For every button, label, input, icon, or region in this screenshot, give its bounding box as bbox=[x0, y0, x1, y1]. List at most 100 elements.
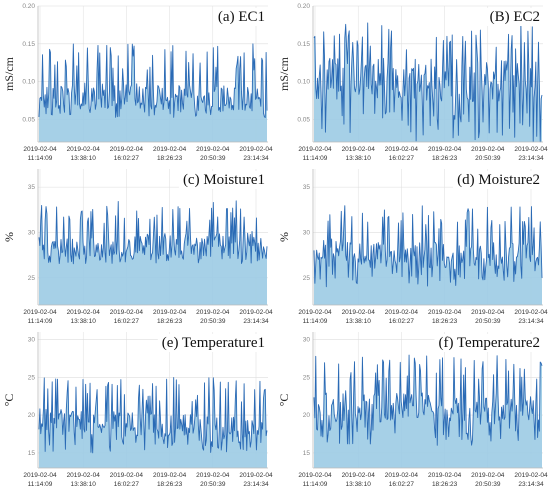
x-tick-time: 23:14:34 bbox=[243, 481, 269, 488]
x-tick-date: 2019-02-04 bbox=[514, 472, 548, 479]
x-tick-time: 13:38:10 bbox=[346, 318, 372, 325]
chart-svg: 30 25 20 15 2019-02-04 11:14:09 2019-02-04 13:3… bbox=[2, 332, 273, 488]
x-tick-date: 2019-02-04 bbox=[23, 146, 57, 153]
x-tick-date: 2019-02-04 bbox=[342, 146, 376, 153]
x-tick-date: 2019-02-04 bbox=[342, 309, 376, 316]
x-tick-time: 20:50:39 bbox=[475, 318, 501, 325]
x-tick-date: 2019-02-04 bbox=[239, 309, 273, 316]
y-tick-label: 30 bbox=[28, 337, 36, 344]
x-tick-time: 13:38:10 bbox=[346, 155, 372, 162]
panel-ec2: 0.20 0.15 0.10 0.05 2019-02-04 11:14:09 2019-0… bbox=[275, 0, 550, 163]
y-tick-label: 25 bbox=[303, 275, 311, 282]
chart-svg: 35 30 25 2019-02-04 11:14:09 2019-02-04 13:38:… bbox=[2, 169, 273, 325]
x-tick-date: 2019-02-04 bbox=[153, 472, 187, 479]
series-area bbox=[39, 200, 267, 305]
x-tick-time: 16:02:27 bbox=[389, 481, 415, 488]
x-tick-date: 2019-02-04 bbox=[471, 472, 505, 479]
y-tick-label: 30 bbox=[303, 337, 311, 344]
y-tick-label: 20 bbox=[303, 412, 311, 419]
panel-title-background bbox=[434, 334, 544, 352]
y-tick-label: 0.10 bbox=[22, 79, 35, 86]
y-tick-label: 0.20 bbox=[297, 3, 310, 10]
y-tick-label: 15 bbox=[303, 450, 311, 457]
y-tick-label: 20 bbox=[28, 412, 36, 419]
panel-title: (a) EC1 bbox=[218, 9, 265, 25]
y-tick-label: 0.20 bbox=[22, 3, 35, 10]
x-tick-date: 2019-02-04 bbox=[110, 146, 144, 153]
series-line bbox=[38, 43, 268, 119]
x-tick-date: 2019-02-04 bbox=[514, 146, 548, 153]
x-tick-date: 2019-02-04 bbox=[471, 146, 505, 153]
x-tick-date: 2019-02-04 bbox=[23, 309, 57, 316]
x-tick-time: 11:14:09 bbox=[303, 481, 328, 488]
x-tick-date: 2019-02-04 bbox=[298, 146, 332, 153]
y-axis-label: mS/cm bbox=[2, 56, 16, 91]
x-tick-date: 2019-02-04 bbox=[153, 146, 187, 153]
y-tick-label: 25 bbox=[28, 275, 36, 282]
series-area bbox=[39, 43, 267, 142]
x-tick-date: 2019-02-04 bbox=[153, 309, 187, 316]
x-tick-date: 2019-02-04 bbox=[428, 472, 462, 479]
y-tick-label: 35 bbox=[28, 184, 36, 191]
x-tick-time: 23:14:34 bbox=[518, 481, 544, 488]
panel-title-background bbox=[485, 8, 544, 26]
x-tick-date: 2019-02-04 bbox=[239, 472, 273, 479]
x-tick-time: 20:50:39 bbox=[475, 481, 501, 488]
x-tick-time: 18:26:23 bbox=[157, 481, 183, 488]
x-tick-date: 2019-02-04 bbox=[428, 146, 462, 153]
panel-title: (d) Moisture2 bbox=[457, 172, 540, 188]
x-tick-time: 13:38:10 bbox=[71, 481, 97, 488]
series-line bbox=[313, 205, 543, 288]
x-tick-date: 2019-02-04 bbox=[514, 309, 548, 316]
chart-svg: 30 25 20 15 2019-02-04 11:14:09 2019-02-04 13:3… bbox=[277, 332, 548, 488]
panel-title: (e) Temperature1 bbox=[162, 335, 265, 351]
x-tick-time: 11:14:09 bbox=[303, 318, 328, 325]
series-line bbox=[38, 377, 268, 454]
y-tick-label: 15 bbox=[28, 450, 36, 457]
x-tick-time: 23:14:34 bbox=[518, 318, 544, 325]
x-tick-time: 13:38:10 bbox=[346, 481, 372, 488]
x-tick-date: 2019-02-04 bbox=[385, 309, 419, 316]
x-tick-time: 20:50:39 bbox=[475, 155, 501, 162]
panel-title: (f) Temperature2 bbox=[438, 335, 540, 351]
y-tick-label: 0.05 bbox=[22, 116, 35, 123]
x-tick-date: 2019-02-04 bbox=[67, 146, 101, 153]
x-tick-date: 2019-02-04 bbox=[196, 472, 230, 479]
x-tick-date: 2019-02-04 bbox=[23, 472, 57, 479]
panel-moisture1: 35 30 25 2019-02-04 11:14:09 2019-02-04 13:38:… bbox=[0, 163, 275, 326]
y-axis-label: °C bbox=[277, 394, 291, 407]
panel-title-background bbox=[178, 171, 269, 189]
x-tick-time: 20:50:39 bbox=[200, 481, 226, 488]
x-tick-time: 11:14:09 bbox=[303, 155, 328, 162]
panel-moisture2: 35 30 25 2019-02-04 11:14:09 2019-02-04 13:38:… bbox=[275, 163, 550, 326]
x-tick-time: 11:14:09 bbox=[28, 318, 53, 325]
y-axis-label: °C bbox=[2, 394, 16, 407]
x-tick-time: 23:14:34 bbox=[243, 318, 269, 325]
x-tick-date: 2019-02-04 bbox=[110, 309, 144, 316]
x-tick-time: 18:26:23 bbox=[432, 481, 458, 488]
x-tick-date: 2019-02-04 bbox=[385, 146, 419, 153]
panel-title-background bbox=[453, 171, 544, 189]
series-line bbox=[38, 200, 268, 265]
y-tick-label: 0.15 bbox=[297, 41, 310, 48]
y-tick-label: 35 bbox=[303, 184, 311, 191]
x-tick-date: 2019-02-04 bbox=[239, 146, 273, 153]
x-tick-date: 2019-02-04 bbox=[298, 309, 332, 316]
panel-title-background bbox=[157, 334, 269, 352]
y-tick-label: 0.10 bbox=[297, 79, 310, 86]
y-axis-label: % bbox=[2, 232, 16, 242]
x-tick-time: 18:26:23 bbox=[157, 318, 183, 325]
x-tick-date: 2019-02-04 bbox=[196, 309, 230, 316]
x-tick-time: 13:38:10 bbox=[71, 155, 97, 162]
panel-temperature1: 30 25 20 15 2019-02-04 11:14:09 2019-02-04 13:3… bbox=[0, 326, 275, 489]
x-tick-time: 16:02:27 bbox=[389, 155, 415, 162]
x-tick-time: 16:02:27 bbox=[389, 318, 415, 325]
y-tick-label: 30 bbox=[303, 229, 311, 236]
y-tick-label: 25 bbox=[28, 374, 36, 381]
series-line bbox=[313, 354, 543, 446]
x-tick-date: 2019-02-04 bbox=[342, 472, 376, 479]
chart-svg: 0.20 0.15 0.10 0.05 2019-02-04 11:14:09 2019-0… bbox=[2, 3, 273, 162]
x-tick-time: 16:02:27 bbox=[114, 481, 140, 488]
x-tick-time: 18:26:23 bbox=[432, 155, 458, 162]
